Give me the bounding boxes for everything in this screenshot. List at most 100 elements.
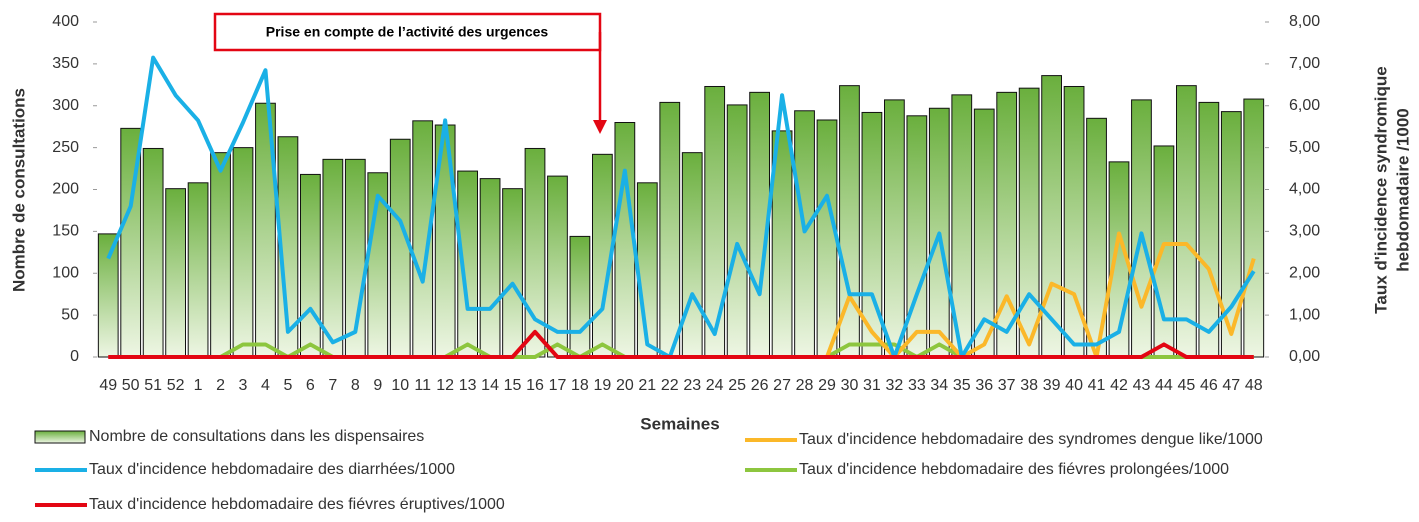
x-tick-label: 13: [459, 377, 477, 394]
y2-tick-label: 2,00: [1289, 264, 1320, 281]
x-tick-label: 22: [661, 377, 679, 394]
x-tick-label: 23: [683, 377, 701, 394]
legend-label: Taux d'incidence hebdomadaire des diarrh…: [89, 461, 455, 478]
y-tick-label: 350: [52, 55, 79, 72]
bar: [1153, 145, 1175, 358]
x-tick-label: 28: [796, 377, 814, 394]
y2-tick-label: 3,00: [1289, 223, 1320, 240]
x-tick-label: 26: [751, 377, 769, 394]
bar: [1176, 85, 1197, 358]
bar: [1018, 87, 1040, 358]
line: [108, 329, 1254, 359]
x-axis-title: Semaines: [640, 414, 719, 433]
annotation-box: [213, 12, 602, 52]
bar: [726, 104, 748, 358]
x-tick-label: 2: [216, 377, 225, 394]
bar: [232, 147, 254, 358]
bar: [210, 152, 231, 358]
bar: [479, 178, 501, 358]
y-tick-label: 50: [61, 306, 79, 323]
x-tick-label: 38: [1020, 377, 1038, 394]
bar: [681, 152, 703, 358]
legend-label: Nombre de consultations dans les dispens…: [89, 428, 424, 445]
x-tick-label: 17: [549, 377, 567, 394]
x-tick-label: 9: [373, 377, 382, 394]
x-tick-label: 15: [504, 377, 522, 394]
y-tick-label: 300: [52, 97, 79, 114]
x-tick-label: 25: [728, 377, 746, 394]
x-tick-label: 6: [306, 377, 315, 394]
x-tick-label: 8: [351, 377, 360, 394]
x-tick-label: 29: [818, 377, 836, 394]
legend-label: Taux d'incidence hebdomadaire des fiévre…: [799, 461, 1229, 478]
bar: [569, 235, 591, 358]
y-tick-label: 100: [52, 264, 79, 281]
y-tick-label: 0: [70, 348, 79, 365]
x-tick-label: 37: [998, 377, 1016, 394]
x-tick-label: 49: [99, 377, 117, 394]
y2-tick-label: 0,00: [1289, 348, 1320, 365]
x-tick-label: 39: [1043, 377, 1061, 394]
bar: [704, 85, 726, 358]
annotation-arrowhead: [593, 120, 607, 134]
x-tick-label: 4: [261, 377, 270, 394]
x-tick-label: 18: [571, 377, 589, 394]
x-tick-label: 16: [526, 377, 544, 394]
x-tick-label: 30: [841, 377, 859, 394]
x-tick-label: 31: [863, 377, 881, 394]
bar: [97, 233, 119, 358]
x-tick-label: 42: [1110, 377, 1128, 394]
x-tick-label: 3: [239, 377, 248, 394]
x-tick-label: 35: [953, 377, 971, 394]
x-tick-label: 33: [908, 377, 926, 394]
x-tick-label: 5: [283, 377, 292, 394]
y2-tick-label: 5,00: [1289, 139, 1320, 156]
bar: [524, 147, 546, 358]
bar: [389, 138, 411, 358]
bar: [816, 119, 838, 358]
bar: [1220, 111, 1242, 358]
legend-swatch: [34, 430, 86, 444]
y-axis-title: Nombre de consultations: [9, 88, 28, 292]
bar: [322, 158, 344, 358]
line: [106, 55, 1256, 359]
bar: [1131, 99, 1152, 358]
bar: [1198, 101, 1220, 358]
y-tick-label: 150: [52, 223, 79, 240]
bar: [906, 115, 928, 358]
x-tick-label: 47: [1222, 377, 1240, 394]
x-tick-label: 27: [773, 377, 791, 394]
x-tick-label: 7: [328, 377, 337, 394]
bar: [502, 188, 523, 358]
bar: [659, 101, 681, 358]
x-tick-label: 51: [144, 377, 162, 394]
bar: [1041, 75, 1062, 358]
bar: [142, 147, 164, 358]
y-tick-label: 250: [52, 139, 79, 156]
bar: [1243, 98, 1265, 358]
x-tick-label: 41: [1088, 377, 1106, 394]
x-tick-label: 40: [1065, 377, 1083, 394]
x-tick-label: 1: [194, 377, 203, 394]
annotation: Prise en compte de l’activité des urgenc…: [266, 24, 549, 40]
line: [825, 231, 1256, 359]
x-tick-label: 52: [167, 377, 185, 394]
y2-axis-title: hebdomadaire /1000: [1393, 108, 1412, 271]
y2-tick-label: 6,00: [1289, 97, 1320, 114]
bar: [187, 182, 209, 358]
x-tick-label: 19: [593, 377, 611, 394]
bar: [165, 188, 186, 358]
bar: [300, 173, 321, 358]
y2-axis-title: Taux d'incidence syndromique: [1371, 66, 1390, 313]
x-tick-label: 36: [975, 377, 993, 394]
y2-tick-label: 4,00: [1289, 181, 1320, 198]
x-tick-label: 43: [1133, 377, 1151, 394]
x-tick-label: 14: [481, 377, 499, 394]
y2-tick-label: 1,00: [1289, 306, 1320, 323]
y2-tick-label: 7,00: [1289, 55, 1320, 72]
y2-tick-label: 8,00: [1289, 13, 1320, 30]
x-tick-label: 44: [1155, 377, 1173, 394]
x-tick-label: 20: [616, 377, 634, 394]
legend-label: Taux d'incidence hebdomadaire des syndro…: [799, 431, 1263, 448]
